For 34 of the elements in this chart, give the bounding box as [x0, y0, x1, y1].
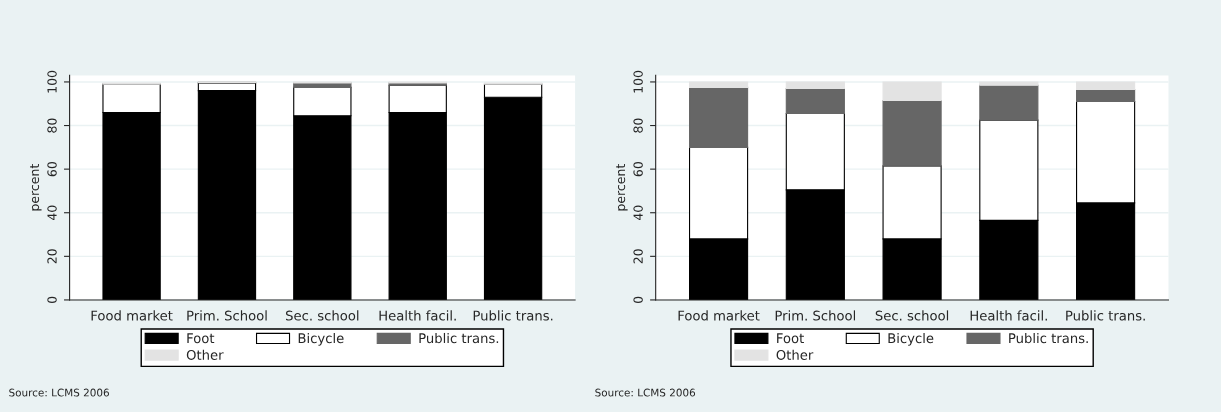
legend-label: Bicycle	[888, 332, 934, 346]
x-tick-label: Prim. School	[775, 310, 856, 321]
x-tick-label: Public trans.	[473, 310, 553, 321]
y-tick-label: 20	[633, 249, 643, 264]
y-tick-label: 60	[47, 162, 57, 177]
legend-label: Foot	[187, 333, 215, 344]
source-note: Source: LCMS 2006	[9, 388, 109, 397]
x-tick-label: Food market	[91, 310, 173, 321]
source-note: Source: LCMS 2006	[595, 388, 696, 397]
x-tick-label: Prim. School	[187, 310, 267, 321]
y-tick-label: 20	[47, 249, 57, 264]
legend-label: Public trans.	[1009, 332, 1088, 344]
y-tick-label: 60	[633, 162, 643, 177]
legend-label: Public trans.	[419, 332, 499, 344]
x-tick-label: Public trans.	[1066, 310, 1145, 321]
legend-label: Other	[186, 349, 224, 360]
x-tick-label: Sec. school	[285, 310, 359, 321]
y-tick-label: 100	[633, 70, 643, 93]
legend-label: Other	[776, 349, 814, 360]
y-tick-label: 40	[633, 205, 643, 221]
y-axis-title: percent	[616, 164, 628, 211]
y-tick-label: 0	[47, 296, 57, 304]
x-tick-label: Sec. school	[875, 310, 949, 321]
y-tick-label: 80	[633, 118, 643, 133]
y-axis-title: percent	[30, 164, 42, 211]
x-tick-label: Health facil.	[970, 310, 1047, 321]
y-tick-label: 40	[47, 205, 57, 221]
legend-label: Foot	[777, 333, 804, 344]
x-tick-label: Food market	[678, 310, 760, 321]
x-tick-label: Health facil.	[379, 310, 456, 321]
y-tick-label: 80	[47, 118, 57, 133]
y-tick-label: 100	[47, 70, 57, 93]
legend-label: Bicycle	[298, 332, 344, 346]
y-tick-label: 0	[633, 296, 643, 304]
